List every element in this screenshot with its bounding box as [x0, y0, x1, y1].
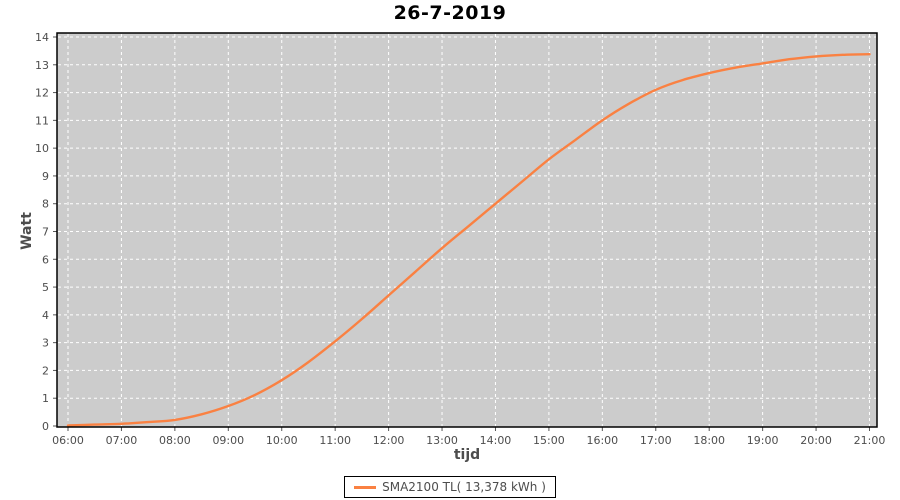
y-tick-label: 1 — [42, 392, 49, 405]
x-tick-label: 13:00 — [426, 434, 458, 447]
series-line — [66, 53, 871, 427]
y-tick-label: 11 — [35, 114, 49, 127]
x-tick-label: 10:00 — [266, 434, 298, 447]
y-tick-label: 8 — [42, 198, 49, 211]
y-tick-label: 6 — [42, 253, 49, 266]
x-tick-label: 08:00 — [159, 434, 191, 447]
y-tick-label: 3 — [42, 337, 49, 350]
y-tick-label: 14 — [35, 31, 49, 44]
x-tick-label: 21:00 — [854, 434, 886, 447]
y-tick-label: 9 — [42, 170, 49, 183]
x-tick-label: 07:00 — [106, 434, 138, 447]
x-tick-label: 17:00 — [640, 434, 672, 447]
x-tick-label: 20:00 — [800, 434, 832, 447]
plot-border — [56, 32, 878, 428]
y-tick-label: 5 — [42, 281, 49, 294]
legend: SMA2100 TL( 13,378 kWh ) — [0, 476, 900, 498]
y-tick-label: 4 — [42, 309, 49, 322]
legend-series-swatch — [354, 485, 377, 489]
chart-title: 26-7-2019 — [393, 2, 507, 24]
x-tick-label: 12:00 — [373, 434, 405, 447]
x-tick-label: 06:00 — [52, 434, 84, 447]
y-tick-label: 10 — [35, 142, 49, 155]
y-tick-label: 12 — [35, 87, 49, 100]
plot-area — [57, 33, 877, 427]
y-tick-label: 0 — [42, 420, 49, 433]
x-tick-label: 11:00 — [319, 434, 351, 447]
gridlines — [58, 34, 876, 426]
x-tick-label: 15:00 — [533, 434, 565, 447]
y-tick-label: 13 — [35, 59, 49, 72]
x-tick-label: 18:00 — [693, 434, 725, 447]
x-axis-label: tijd — [453, 447, 481, 463]
series-path — [66, 53, 871, 427]
axis-tick-labels: 06:00 07:00 08:00 09:00 10:00 11:00 12:00 13:00… — [35, 31, 885, 447]
x-tick-label: 14:00 — [480, 434, 512, 447]
legend-box: SMA2100 TL( 13,378 kWh ) — [344, 476, 556, 498]
y-tick-label: 7 — [42, 226, 49, 239]
legend-series-label: SMA2100 TL( 13,378 kWh ) — [382, 480, 546, 494]
x-tick-label: 16:00 — [586, 434, 618, 447]
y-tick-label: 2 — [42, 364, 49, 377]
x-tick-label: 09:00 — [212, 434, 244, 447]
y-axis-label: Watt — [19, 212, 35, 250]
x-tick-label: 19:00 — [747, 434, 779, 447]
